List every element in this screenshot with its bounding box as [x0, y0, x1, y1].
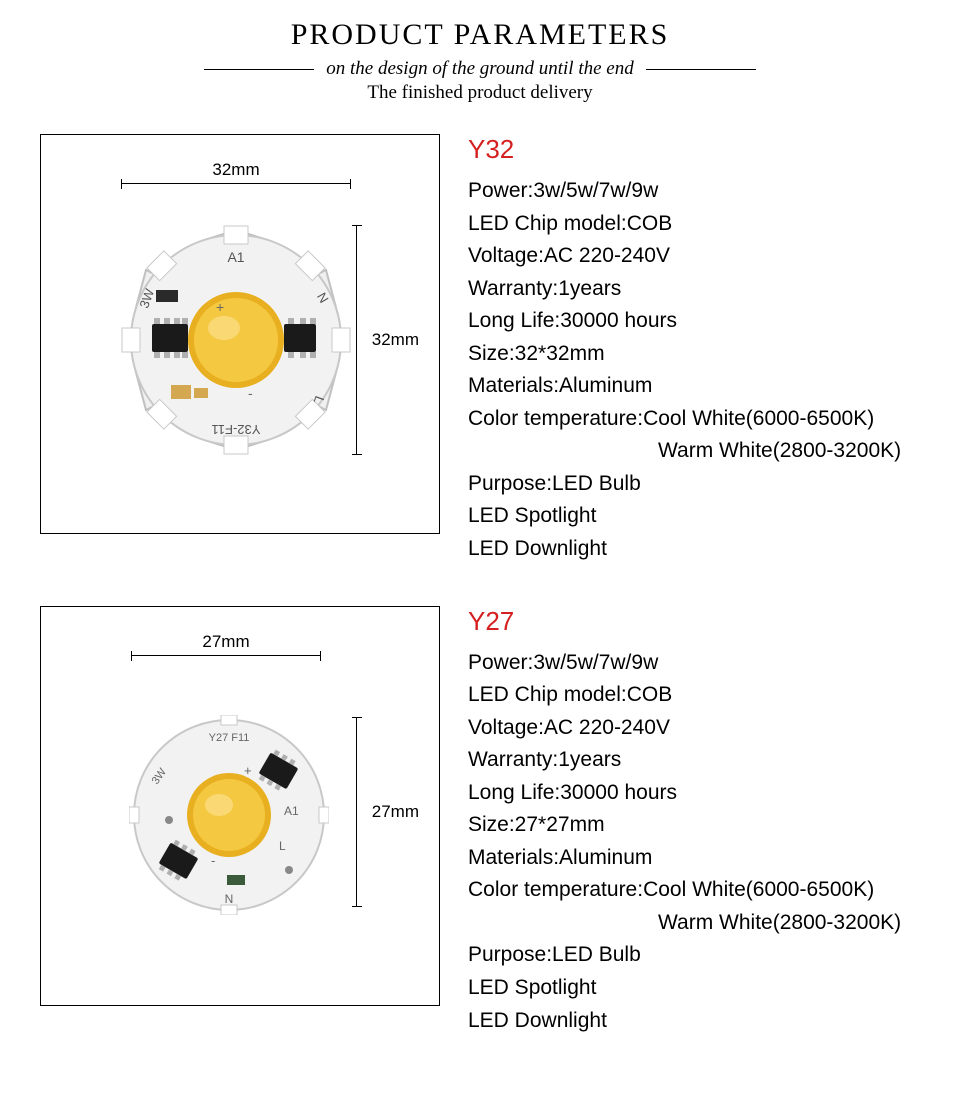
subtitle-2: The finished product delivery — [0, 82, 960, 104]
spec-line: Materials:Aluminum — [468, 842, 940, 875]
spec-line-indent: Warm White(2800-3200K) — [468, 435, 940, 468]
specs-block: Y27 Power:3w/5w/7w/9w LED Chip model:COB… — [468, 606, 940, 1038]
svg-text:-: - — [248, 385, 253, 401]
products-container: 32mm 32mm — [0, 104, 960, 1037]
dimension-line-v — [356, 225, 366, 455]
chip-illustration-y27: Y27 F11 A1 L N 3W - + — [129, 715, 329, 915]
rule-right — [646, 69, 756, 70]
spec-line: Size:27*27mm — [468, 809, 940, 842]
product-row: 32mm 32mm — [40, 134, 940, 566]
dimension-right: 27mm — [348, 717, 419, 907]
spec-line: Color temperature:Cool White(6000-6500K) — [468, 403, 940, 436]
spec-line: LED Chip model:COB — [468, 208, 940, 241]
rule-left — [204, 69, 314, 70]
header: PRODUCT PARAMETERS on the design of the … — [0, 0, 960, 104]
diagram-box: 32mm 32mm — [40, 134, 440, 534]
spec-line: Voltage:AC 220-240V — [468, 240, 940, 273]
subtitle-1: on the design of the ground until the en… — [326, 58, 633, 80]
spec-line-indent: Warm White(2800-3200K) — [468, 907, 940, 940]
spec-line: Purpose:LED Bulb — [468, 939, 940, 972]
product-row: 27mm 27mm — [40, 606, 940, 1038]
dimension-width-label: 32mm — [212, 160, 259, 180]
spec-line: Color temperature:Cool White(6000-6500K) — [468, 874, 940, 907]
svg-text:N: N — [225, 892, 234, 906]
spec-line: Size:32*32mm — [468, 338, 940, 371]
dimension-top: 32mm — [121, 160, 351, 193]
dimension-line-h — [121, 183, 351, 193]
subtitle-row: on the design of the ground until the en… — [0, 58, 960, 80]
svg-text:A1: A1 — [284, 804, 299, 818]
svg-text:L: L — [279, 839, 286, 853]
spec-line: Warranty:1years — [468, 744, 940, 777]
dimension-top: 27mm — [131, 632, 321, 665]
diagram-box: 27mm 27mm — [40, 606, 440, 1006]
svg-text:Y27 F11: Y27 F11 — [209, 732, 250, 744]
spec-line: Long Life:30000 hours — [468, 777, 940, 810]
dimension-line-h — [131, 655, 321, 665]
dimension-line-v — [356, 717, 366, 907]
svg-text:Y32-F11: Y32-F11 — [212, 422, 261, 437]
spec-line: Purpose:LED Bulb — [468, 468, 940, 501]
dimension-height-label: 32mm — [372, 330, 419, 350]
model-name: Y32 — [468, 134, 940, 165]
spec-line: Power:3w/5w/7w/9w — [468, 647, 940, 680]
spec-line: LED Downlight — [468, 533, 940, 566]
spec-line: Voltage:AC 220-240V — [468, 712, 940, 745]
spec-line: Materials:Aluminum — [468, 370, 940, 403]
svg-text:A1: A1 — [227, 249, 244, 265]
svg-text:+: + — [216, 299, 224, 315]
spec-line: LED Spotlight — [468, 972, 940, 1005]
svg-text:-: - — [211, 853, 215, 868]
dimension-right: 32mm — [348, 225, 419, 455]
page-title: PRODUCT PARAMETERS — [0, 18, 960, 52]
spec-line: Long Life:30000 hours — [468, 305, 940, 338]
spec-line: LED Downlight — [468, 1005, 940, 1038]
spec-line: Warranty:1years — [468, 273, 940, 306]
model-name: Y27 — [468, 606, 940, 637]
spec-line: LED Spotlight — [468, 500, 940, 533]
dimension-height-label: 27mm — [372, 802, 419, 822]
specs-block: Y32 Power:3w/5w/7w/9w LED Chip model:COB… — [468, 134, 940, 566]
svg-text:+: + — [244, 763, 252, 778]
chip-illustration-y32: A1 N 3W + - Y32-F11 L — [116, 220, 356, 460]
spec-line: Power:3w/5w/7w/9w — [468, 175, 940, 208]
dimension-width-label: 27mm — [202, 632, 249, 652]
spec-line: LED Chip model:COB — [468, 679, 940, 712]
